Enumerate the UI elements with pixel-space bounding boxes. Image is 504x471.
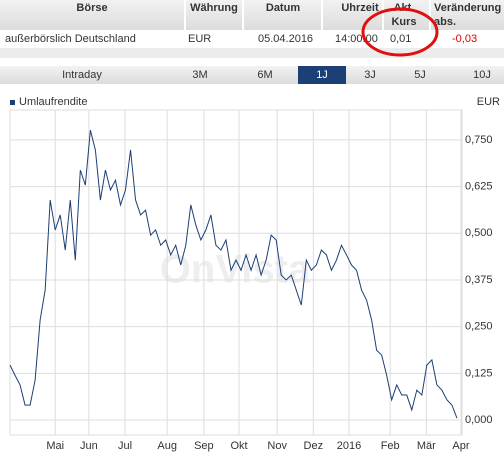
tab[interactable]: 5J [414, 69, 426, 81]
x-tick-label: Aug [157, 440, 177, 452]
x-tick-label: Mär [417, 440, 436, 452]
cell: 0,01 [390, 33, 411, 45]
row-spacer [0, 48, 504, 58]
data-line [9, 130, 458, 419]
x-tick-label: Jun [80, 440, 98, 452]
legend-swatch [10, 100, 15, 105]
tab[interactable]: 1J [316, 69, 328, 81]
x-tick-label: 2016 [337, 440, 361, 452]
x-tick-label: Nov [267, 440, 287, 452]
y-tick-label: 0,750 [465, 134, 493, 146]
header-cell: Börse [76, 2, 107, 14]
tab-bar [0, 66, 504, 84]
cell: 14:00:00 [335, 33, 378, 45]
header-cell: Datum [266, 2, 300, 14]
tab[interactable]: 10J [473, 69, 491, 81]
x-tick-label: Dez [304, 440, 324, 452]
tab-selected [298, 66, 346, 84]
x-tick-label: Mai [46, 440, 64, 452]
y-tick-label: 0,125 [465, 367, 493, 379]
y-tick-label: 0,000 [465, 414, 493, 426]
header-cell: Veränderung [434, 2, 501, 14]
watermark: OnVista [160, 248, 311, 292]
highlight-circle [361, 7, 439, 57]
tab[interactable]: 6M [257, 69, 272, 81]
y-tick-label: 0,500 [465, 227, 493, 239]
legend-label: Umlaufrendite [19, 96, 87, 108]
table-row [0, 30, 504, 48]
x-tick-label: Sep [194, 440, 214, 452]
plot-area [9, 109, 463, 436]
sub-header: abs. [434, 16, 456, 28]
y-tick-label: 0,375 [465, 274, 493, 286]
header-cell: Währung [190, 2, 238, 14]
table-header [0, 0, 504, 30]
cell: EUR [188, 33, 211, 45]
tab[interactable]: Intraday [62, 69, 102, 81]
unit-label: EUR [477, 96, 500, 108]
y-tick-label: 0,625 [465, 180, 493, 192]
tab[interactable]: 3J [364, 69, 376, 81]
header-cell: Uhrzeit [341, 2, 379, 14]
cell: -0,03 [452, 33, 477, 45]
y-tick-label: 0,250 [465, 321, 493, 333]
x-tick-label: Okt [230, 440, 247, 452]
column-dividers [184, 0, 431, 30]
x-tick-label: Jul [118, 440, 132, 452]
x-tick-label: Apr [452, 440, 469, 452]
tab[interactable]: 3M [192, 69, 207, 81]
header-cell: Kurs [391, 16, 416, 28]
cell: außerbörslich Deutschland [5, 33, 136, 45]
x-tick-label: Feb [381, 440, 400, 452]
cell: 05.04.2016 [258, 33, 313, 45]
